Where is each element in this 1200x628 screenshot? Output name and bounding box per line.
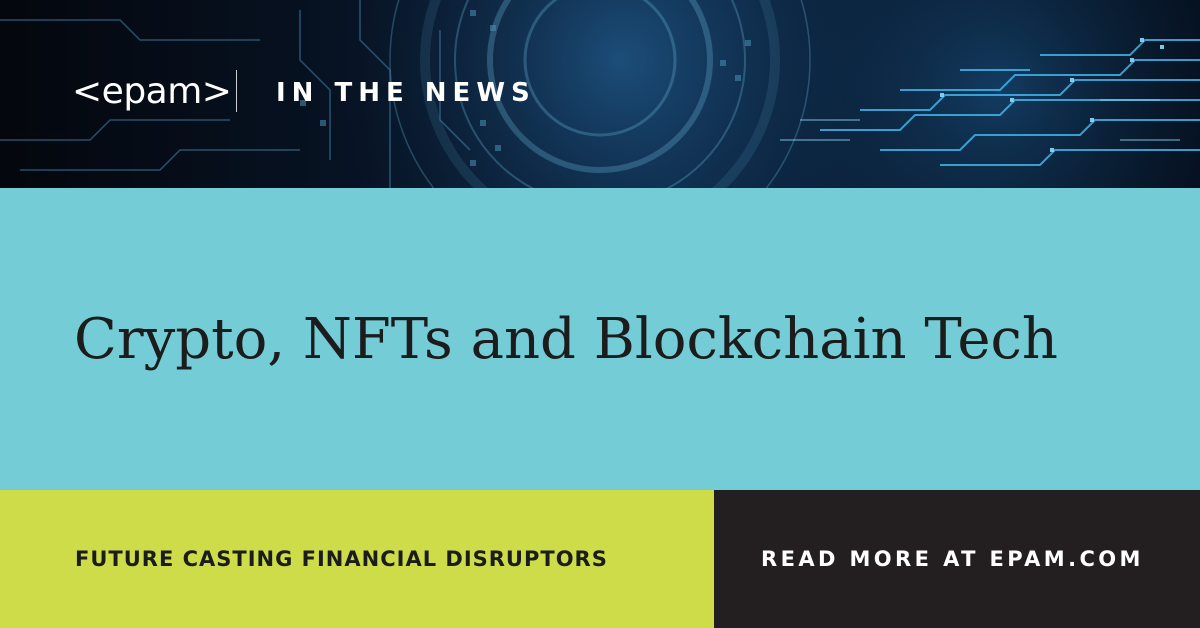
- read-more-link[interactable]: READ MORE AT EPAM.COM: [761, 547, 1144, 571]
- logo-text: <epam>: [72, 71, 232, 112]
- footer-tagline-panel: FUTURE CASTING FINANCIAL DISRUPTORS: [0, 490, 714, 628]
- epam-logo[interactable]: <epam>: [72, 68, 232, 116]
- article-headline: Crypto, NFTs and Blockchain Tech: [74, 307, 1058, 372]
- footer-cta-panel[interactable]: READ MORE AT EPAM.COM: [714, 490, 1200, 628]
- circuit-background: [0, 0, 1200, 188]
- title-band: Crypto, NFTs and Blockchain Tech: [0, 188, 1200, 490]
- in-the-news-label: IN THE NEWS: [276, 78, 536, 108]
- header-banner: <epam> IN THE NEWS: [0, 0, 1200, 188]
- header-divider: [236, 70, 237, 112]
- series-tagline: FUTURE CASTING FINANCIAL DISRUPTORS: [75, 547, 608, 571]
